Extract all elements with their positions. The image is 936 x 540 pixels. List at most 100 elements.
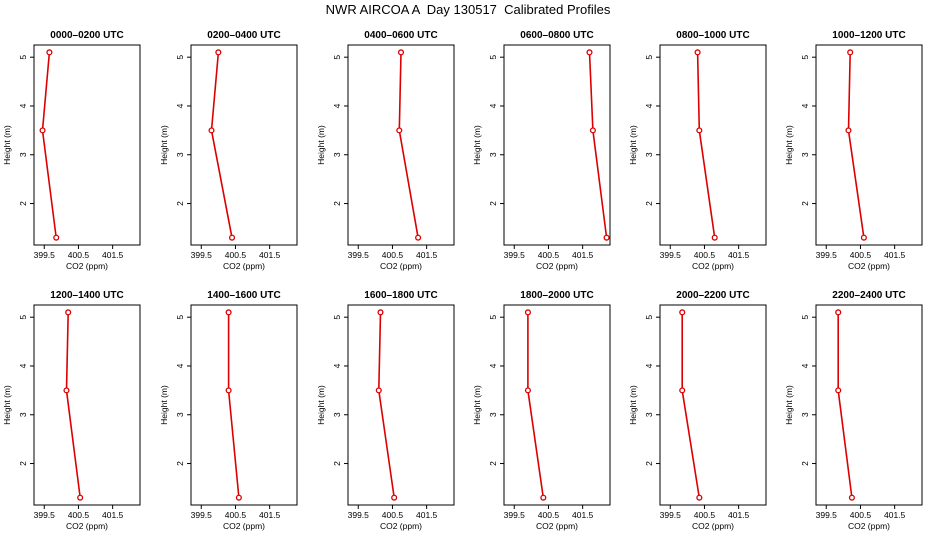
data-point bbox=[679, 387, 686, 394]
y-tick-label: 3 bbox=[488, 412, 498, 417]
x-tick-label: 399.5 bbox=[816, 250, 838, 260]
y-tick-label: 5 bbox=[175, 55, 185, 60]
data-point bbox=[208, 127, 215, 134]
x-axis-label: CO2 (ppm) bbox=[692, 521, 734, 531]
x-tick-label: 399.5 bbox=[504, 250, 526, 260]
x-tick-label: 399.5 bbox=[348, 250, 370, 260]
x-tick-label: 400.5 bbox=[382, 510, 404, 520]
x-tick-label: 399.5 bbox=[504, 510, 526, 520]
y-tick-label: 5 bbox=[18, 55, 28, 60]
y-tick-label: 2 bbox=[332, 461, 342, 466]
data-point bbox=[524, 309, 531, 316]
x-axis-label: CO2 (ppm) bbox=[848, 521, 890, 531]
y-tick-label: 3 bbox=[18, 152, 28, 157]
y-tick-label: 3 bbox=[488, 152, 498, 157]
plot-frame bbox=[659, 304, 767, 506]
x-tick-label: 400.5 bbox=[225, 250, 247, 260]
y-tick-label: 2 bbox=[18, 201, 28, 206]
y-tick-label: 3 bbox=[18, 412, 28, 417]
data-point bbox=[225, 309, 232, 316]
y-tick-label: 3 bbox=[644, 152, 654, 157]
data-point bbox=[589, 127, 596, 134]
panel-title: 2000–2200 UTC bbox=[676, 290, 749, 301]
profile-line bbox=[847, 52, 865, 238]
y-tick-label: 4 bbox=[800, 363, 810, 368]
y-tick-label: 4 bbox=[18, 103, 28, 108]
data-point bbox=[228, 234, 236, 241]
y-tick-label: 4 bbox=[18, 363, 28, 368]
plot-frame bbox=[190, 44, 298, 246]
profile-line bbox=[41, 52, 57, 238]
page-title: NWR AIRCOA A Day 130517 Calibrated Profi… bbox=[325, 2, 611, 17]
data-point bbox=[397, 49, 405, 56]
x-axis-label: CO2 (ppm) bbox=[848, 261, 890, 271]
x-tick-label: 401.5 bbox=[572, 250, 594, 260]
y-tick-label: 3 bbox=[800, 412, 810, 417]
data-point bbox=[375, 387, 382, 394]
profile-line bbox=[65, 312, 81, 498]
x-axis-label: CO2 (ppm) bbox=[536, 261, 578, 271]
plot-frame bbox=[503, 44, 611, 246]
y-tick-label: 2 bbox=[488, 201, 498, 206]
x-tick-label: 401.5 bbox=[416, 510, 438, 520]
y-tick-label: 4 bbox=[332, 363, 342, 368]
profile-line bbox=[227, 312, 240, 498]
y-axis-label: Height (m) bbox=[2, 385, 12, 425]
y-tick-label: 4 bbox=[332, 103, 342, 108]
x-tick-label: 401.5 bbox=[728, 250, 750, 260]
x-axis-label: CO2 (ppm) bbox=[223, 261, 265, 271]
x-tick-label: 400.5 bbox=[68, 510, 90, 520]
y-tick-label: 4 bbox=[488, 103, 498, 108]
x-tick-label: 400.5 bbox=[694, 250, 716, 260]
y-tick-label: 4 bbox=[488, 363, 498, 368]
x-axis-label: CO2 (ppm) bbox=[380, 261, 422, 271]
x-tick-label: 400.5 bbox=[225, 510, 247, 520]
x-tick-label: 400.5 bbox=[538, 510, 560, 520]
x-tick-label: 399.5 bbox=[34, 510, 56, 520]
x-axis-label: CO2 (ppm) bbox=[223, 521, 265, 531]
profile-line bbox=[588, 52, 608, 238]
data-point bbox=[694, 49, 701, 56]
x-tick-label: 399.5 bbox=[816, 510, 838, 520]
panel-title: 1800–2000 UTC bbox=[520, 290, 593, 301]
panel-title: 1200–1400 UTC bbox=[50, 290, 123, 301]
data-point bbox=[711, 234, 718, 241]
data-point bbox=[835, 387, 842, 394]
x-tick-label: 399.5 bbox=[191, 510, 213, 520]
data-point bbox=[679, 309, 686, 316]
profile-line bbox=[681, 312, 701, 498]
y-tick-label: 5 bbox=[800, 55, 810, 60]
y-axis-label: Height (m) bbox=[316, 125, 326, 165]
panel-title: 1000–1200 UTC bbox=[832, 30, 905, 41]
y-tick-label: 3 bbox=[332, 152, 342, 157]
data-point bbox=[696, 127, 703, 134]
x-tick-label: 401.5 bbox=[728, 510, 750, 520]
x-tick-label: 399.5 bbox=[34, 250, 56, 260]
data-point bbox=[835, 309, 842, 316]
y-tick-label: 2 bbox=[332, 201, 342, 206]
y-tick-label: 3 bbox=[175, 412, 185, 417]
x-tick-label: 400.5 bbox=[694, 510, 716, 520]
plot-frame bbox=[815, 44, 923, 246]
plot-frame bbox=[33, 44, 141, 246]
x-tick-label: 401.5 bbox=[416, 250, 438, 260]
y-tick-label: 4 bbox=[644, 363, 654, 368]
y-axis-label: Height (m) bbox=[159, 125, 169, 165]
y-tick-label: 4 bbox=[175, 103, 185, 108]
data-point bbox=[603, 234, 610, 241]
y-tick-label: 2 bbox=[175, 201, 185, 206]
profile-line bbox=[398, 52, 419, 238]
panel-title: 0800–1000 UTC bbox=[676, 30, 749, 41]
data-point bbox=[696, 494, 703, 501]
data-point bbox=[396, 127, 403, 134]
y-tick-label: 5 bbox=[644, 315, 654, 320]
data-point bbox=[53, 234, 60, 241]
data-point bbox=[39, 127, 46, 134]
